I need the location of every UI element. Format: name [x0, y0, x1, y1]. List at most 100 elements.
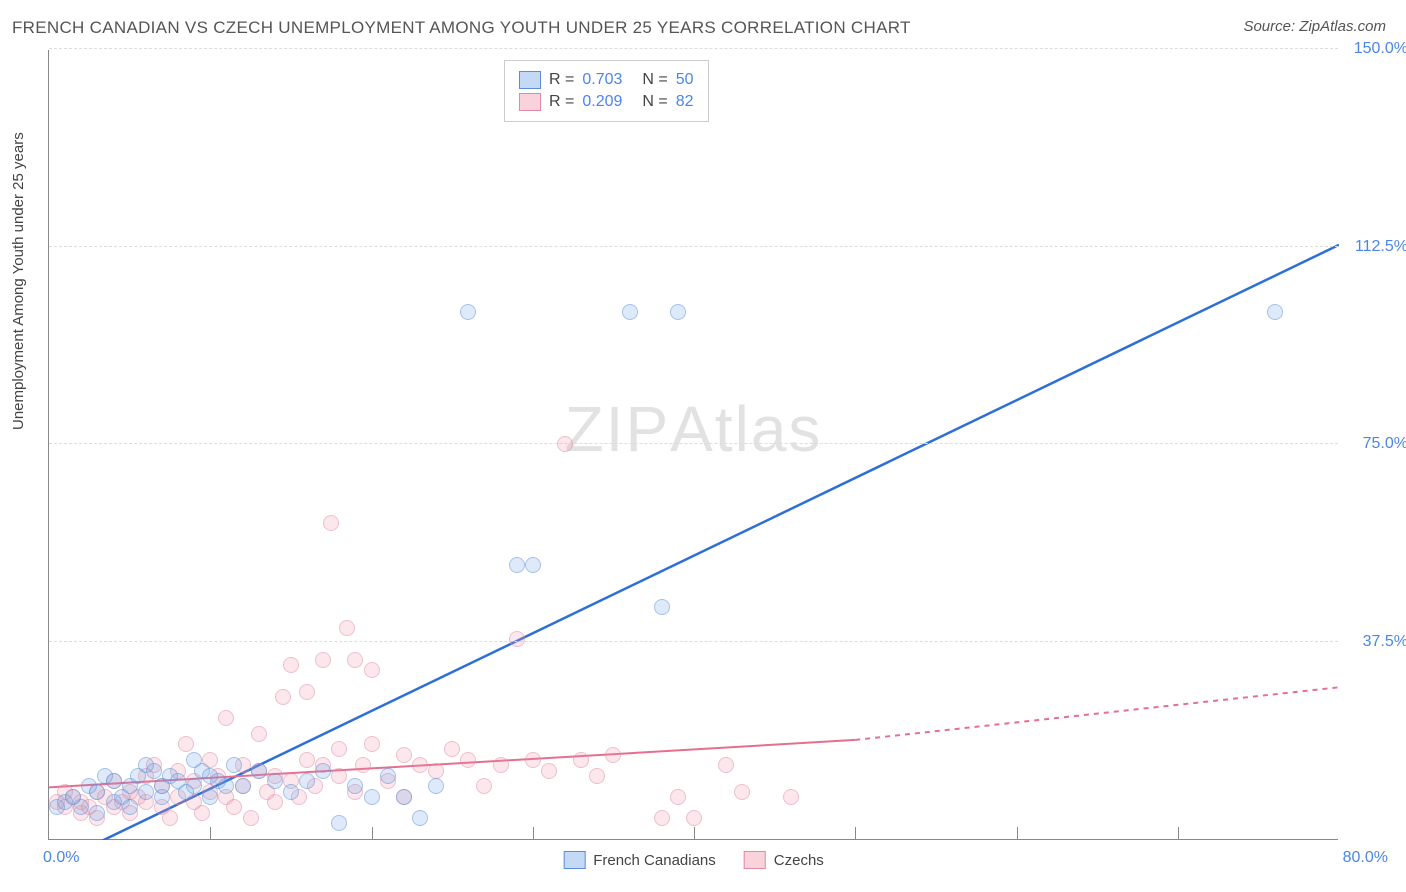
correlation-legend: R = 0.703 N = 50 R = 0.209 N = 82 — [504, 60, 709, 122]
watermark-part2: Atlas — [670, 393, 822, 465]
scatter-point — [347, 652, 363, 668]
series-legend: French Canadians Czechs — [563, 851, 824, 869]
scatter-point — [525, 557, 541, 573]
scatter-point — [122, 799, 138, 815]
scatter-point — [605, 747, 621, 763]
scatter-point — [315, 652, 331, 668]
scatter-point — [718, 757, 734, 773]
y-tick-label: 37.5% — [1363, 633, 1406, 651]
legend-r-value-2: 0.209 — [582, 93, 622, 111]
scatter-point — [218, 710, 234, 726]
scatter-point — [670, 304, 686, 320]
legend-label-2: Czechs — [774, 852, 824, 869]
legend-n-label: N = — [642, 93, 667, 111]
scatter-point — [493, 757, 509, 773]
chart-title: FRENCH CANADIAN VS CZECH UNEMPLOYMENT AM… — [12, 18, 911, 38]
scatter-point — [106, 773, 122, 789]
x-tick-mark — [1178, 827, 1179, 839]
scatter-point — [339, 620, 355, 636]
scatter-plot-area: ZIPAtlas R = 0.703 N = 50 R = 0.209 N = … — [48, 50, 1338, 840]
scatter-point — [476, 778, 492, 794]
legend-swatch-pink — [744, 851, 766, 869]
scatter-point — [251, 763, 267, 779]
legend-label-1: French Canadians — [593, 852, 716, 869]
gridline-horizontal — [49, 641, 1338, 642]
scatter-point — [235, 778, 251, 794]
legend-row-series2: R = 0.209 N = 82 — [519, 93, 694, 111]
legend-item-czechs: Czechs — [744, 851, 824, 869]
scatter-point — [460, 752, 476, 768]
scatter-point — [460, 304, 476, 320]
origin-tick-label: 0.0% — [43, 849, 79, 867]
y-axis-label: Unemployment Among Youth under 25 years — [10, 132, 27, 430]
scatter-point — [557, 436, 573, 452]
scatter-point — [315, 763, 331, 779]
legend-item-french-canadians: French Canadians — [563, 851, 716, 869]
scatter-point — [573, 752, 589, 768]
x-tick-mark — [533, 827, 534, 839]
scatter-point — [202, 789, 218, 805]
gridline-horizontal — [49, 48, 1338, 49]
scatter-point — [783, 789, 799, 805]
scatter-point — [654, 599, 670, 615]
scatter-point — [138, 784, 154, 800]
scatter-point — [178, 736, 194, 752]
scatter-point — [226, 757, 242, 773]
scatter-point — [73, 799, 89, 815]
scatter-point — [509, 631, 525, 647]
scatter-point — [267, 773, 283, 789]
gridline-horizontal — [49, 443, 1338, 444]
scatter-point — [218, 778, 234, 794]
scatter-point — [364, 736, 380, 752]
scatter-point — [251, 726, 267, 742]
y-tick-label: 112.5% — [1355, 238, 1406, 256]
scatter-point — [509, 557, 525, 573]
legend-row-series1: R = 0.703 N = 50 — [519, 71, 694, 89]
trend-line — [49, 245, 1339, 840]
scatter-point — [412, 810, 428, 826]
trend-lines-svg — [49, 50, 1339, 840]
scatter-point — [734, 784, 750, 800]
scatter-point — [541, 763, 557, 779]
watermark-logo: ZIPAtlas — [565, 392, 823, 466]
gridline-horizontal — [49, 246, 1338, 247]
scatter-point — [347, 778, 363, 794]
scatter-point — [283, 657, 299, 673]
legend-n-value-2: 82 — [676, 93, 694, 111]
trend-line — [855, 687, 1339, 740]
scatter-point — [525, 752, 541, 768]
scatter-point — [428, 763, 444, 779]
scatter-point — [412, 757, 428, 773]
scatter-point — [670, 789, 686, 805]
legend-swatch-pink — [519, 93, 541, 111]
x-tick-mark — [694, 827, 695, 839]
legend-r-label: R = — [549, 71, 574, 89]
source-attribution: Source: ZipAtlas.com — [1243, 18, 1386, 35]
x-tick-mark — [1017, 827, 1018, 839]
scatter-point — [654, 810, 670, 826]
scatter-point — [89, 784, 105, 800]
y-tick-label: 150.0% — [1354, 40, 1406, 58]
scatter-point — [89, 805, 105, 821]
y-tick-label: 75.0% — [1363, 435, 1406, 453]
scatter-point — [355, 757, 371, 773]
scatter-point — [275, 689, 291, 705]
scatter-point — [331, 815, 347, 831]
legend-r-value-1: 0.703 — [582, 71, 622, 89]
legend-swatch-blue — [519, 71, 541, 89]
legend-r-label: R = — [549, 93, 574, 111]
scatter-point — [243, 810, 259, 826]
x-tick-mark — [855, 827, 856, 839]
x-tick-mark — [210, 827, 211, 839]
scatter-point — [299, 684, 315, 700]
scatter-point — [162, 810, 178, 826]
scatter-point — [331, 741, 347, 757]
scatter-point — [589, 768, 605, 784]
legend-n-label: N = — [642, 71, 667, 89]
scatter-point — [622, 304, 638, 320]
legend-swatch-blue — [563, 851, 585, 869]
scatter-point — [1267, 304, 1283, 320]
scatter-point — [154, 789, 170, 805]
scatter-point — [299, 773, 315, 789]
scatter-point — [396, 789, 412, 805]
